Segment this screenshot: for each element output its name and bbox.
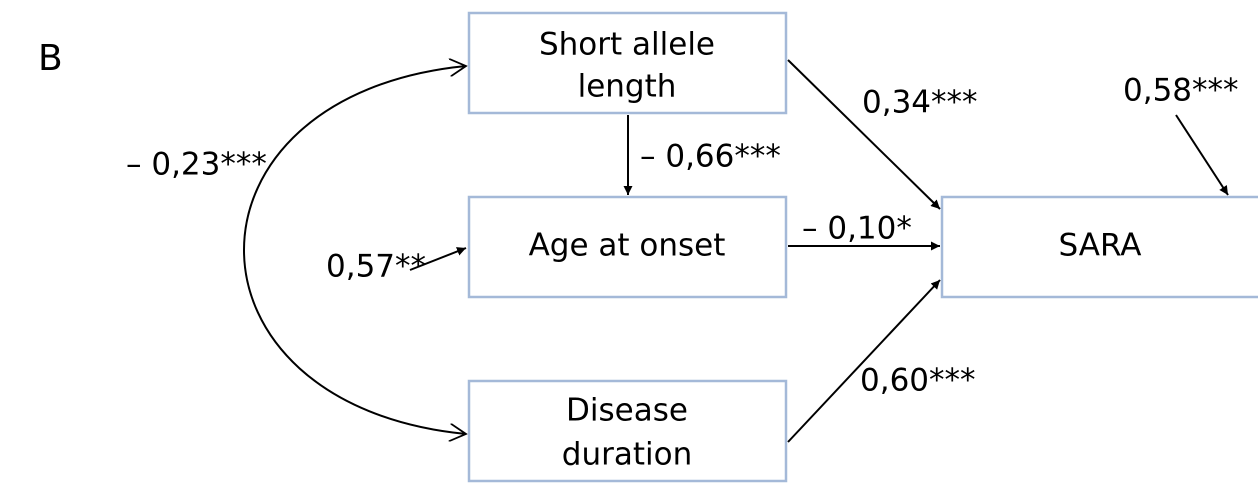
path-label: – 0,23*** <box>126 147 267 183</box>
correlation-arc <box>243 66 466 434</box>
node-label: Disease <box>566 393 688 429</box>
path-label: 0,60*** <box>860 363 976 399</box>
residual-label: 0,58*** <box>1123 73 1239 109</box>
path-arrow <box>787 279 941 443</box>
node-label: Age at onset <box>529 228 726 264</box>
node-box <box>467 11 788 115</box>
node-label: SARA <box>1059 228 1142 264</box>
path-arrow <box>787 59 941 210</box>
node-label: length <box>578 69 677 105</box>
panel-label: B <box>38 38 63 79</box>
node-box <box>940 195 1258 299</box>
path-label: 0,34*** <box>862 85 978 121</box>
node-label: duration <box>562 437 692 473</box>
node-box <box>467 379 788 483</box>
node-box <box>467 195 788 299</box>
residual-label: 0,57** <box>326 249 426 285</box>
residual-arrow <box>1175 114 1229 196</box>
path-label: – 0,66*** <box>640 139 781 175</box>
path-label: – 0,10* <box>802 211 912 247</box>
node-label: Short allele <box>539 27 715 63</box>
